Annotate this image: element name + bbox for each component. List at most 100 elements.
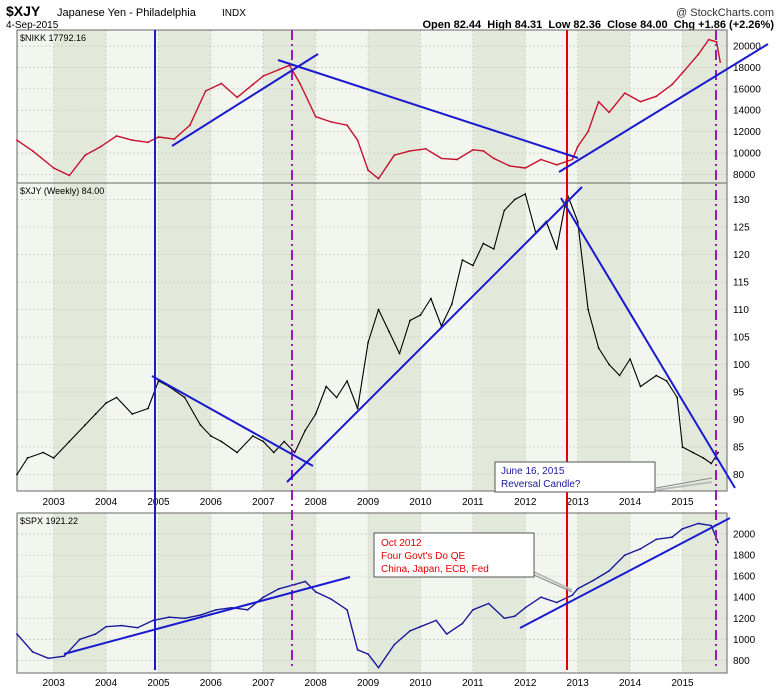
yen-data-point	[94, 413, 97, 415]
yen-data-point	[655, 374, 658, 377]
spx-data-point	[94, 633, 97, 635]
nikkei-data-point	[671, 83, 673, 86]
spx-callout-pointer	[533, 574, 573, 593]
yen-x-tick-label: 2013	[567, 497, 590, 508]
nikkei-data-point	[31, 150, 34, 152]
spx-data-point	[540, 596, 542, 599]
yen-data-point	[262, 440, 265, 443]
yen-data-point	[587, 308, 590, 311]
spx-data-point	[576, 587, 579, 590]
yen-y-tick-label: 100	[733, 360, 750, 371]
instrument-name: Japanese Yen - Philadelphia	[57, 7, 197, 19]
yen-y-tick-label: 130	[733, 195, 750, 206]
spx-data-point	[314, 591, 317, 593]
spx-x-tick-label: 2013	[567, 678, 590, 689]
yen-data-point	[618, 374, 621, 377]
yen-data-point	[419, 314, 422, 316]
spx-data-point	[152, 619, 155, 622]
yen-x-axis: 2003 2004 2005 2006 2007 2008 2009 2010 2011 2012…	[43, 497, 694, 508]
yen-data-point	[42, 451, 45, 454]
spx-data-point	[445, 633, 448, 635]
yen-x-tick-label: 2003	[43, 497, 66, 508]
spx-data-point	[655, 538, 658, 541]
nikkei-band	[682, 30, 727, 183]
nikkei-data-point	[524, 167, 527, 169]
nikkei-data-point	[330, 121, 333, 123]
spx-data-point	[215, 608, 218, 611]
spx-panel-title: $SPX 1921.22	[20, 516, 78, 526]
spx-data-point	[393, 643, 396, 646]
spx-x-tick-label: 2011	[462, 678, 484, 689]
spx-data-point	[293, 583, 296, 586]
yen-data-point	[471, 264, 474, 267]
nikkei-data-point	[555, 163, 558, 166]
spx-data-point	[513, 615, 516, 618]
nikkei-y-tick-label: 18000	[733, 63, 761, 74]
spx-data-point	[503, 617, 506, 620]
yen-y-tick-label: 90	[733, 415, 745, 426]
date-label: 4-Sep-2015	[6, 20, 59, 31]
nikkei-band	[53, 30, 107, 183]
yen-data-point	[293, 451, 296, 454]
yen-x-tick-label: 2014	[619, 497, 642, 508]
yen-data-point	[665, 380, 668, 382]
nikkei-data-point	[115, 135, 118, 137]
yen-data-point	[183, 396, 186, 399]
yen-data-point	[335, 396, 338, 399]
nikkei-data-point	[471, 148, 474, 151]
spx-y-tick-label: 1000	[733, 635, 756, 646]
nikkei-data-point	[440, 157, 443, 160]
yen-data-point	[639, 385, 642, 388]
chart-header: $XJY Japanese Yen - Philadelphia INDX 4-…	[6, 3, 774, 31]
spx-data-point	[471, 608, 474, 611]
yen-data-point	[377, 308, 380, 311]
spx-y-tick-label: 2000	[733, 530, 756, 541]
yen-data-point	[314, 413, 317, 415]
spx-data-point	[346, 608, 349, 611]
yen-data-point	[346, 380, 349, 382]
yen-y-tick-label: 85	[733, 443, 745, 454]
spx-data-point	[168, 616, 170, 619]
yen-x-tick-label: 2009	[357, 497, 380, 508]
nikkei-data-point	[356, 139, 359, 142]
yen-callout-pointer	[655, 477, 713, 489]
spx-data-point	[183, 617, 186, 620]
nikkei-data-point	[52, 167, 55, 169]
spx-data-point	[717, 541, 719, 544]
spx-data-point	[524, 606, 527, 609]
yen-data-point	[461, 259, 464, 261]
nikkei-data-point	[587, 130, 590, 133]
yen-frame	[16, 182, 728, 492]
yen-data-point	[236, 451, 238, 454]
spx-trend-up-2003	[63, 576, 351, 655]
yen-data-point	[251, 435, 254, 437]
nikkei-data-point	[131, 139, 134, 142]
nikkei-panel-title: $NIKK 17792.16	[20, 33, 86, 43]
yen-data-point	[503, 209, 506, 212]
nikkei-data-point	[681, 71, 684, 74]
spx-data-point	[78, 638, 81, 641]
spx-data-point	[681, 527, 684, 530]
nikkei-data-point	[346, 124, 349, 127]
nikkei-y-tick-label: 14000	[733, 106, 761, 117]
nikkei-data-point	[623, 92, 626, 95]
yen-data-point	[451, 303, 453, 305]
spx-data-point	[63, 655, 66, 658]
brand-watermark: @ StockCharts.com	[676, 7, 774, 19]
spx-data-point	[639, 547, 642, 550]
yen-data-point	[325, 385, 328, 388]
spx-x-tick-label: 2012	[514, 678, 537, 689]
spx-data-point	[367, 653, 369, 655]
nikkei-data-point	[147, 141, 149, 144]
spx-data-point	[671, 536, 673, 539]
yen-callout-line-1: June 16, 2015	[501, 466, 565, 477]
yen-panel-title: $XJY (Weekly) 84.00	[20, 186, 104, 196]
spx-band	[682, 513, 727, 673]
yen-callout-line-2: Reversal Candle?	[501, 479, 581, 490]
nikkei-data-point	[16, 139, 18, 142]
spx-y-tick-label: 1400	[733, 593, 756, 604]
yen-data-point	[220, 440, 223, 443]
spx-x-tick-label: 2003	[43, 678, 66, 689]
spx-data-point	[435, 619, 438, 622]
